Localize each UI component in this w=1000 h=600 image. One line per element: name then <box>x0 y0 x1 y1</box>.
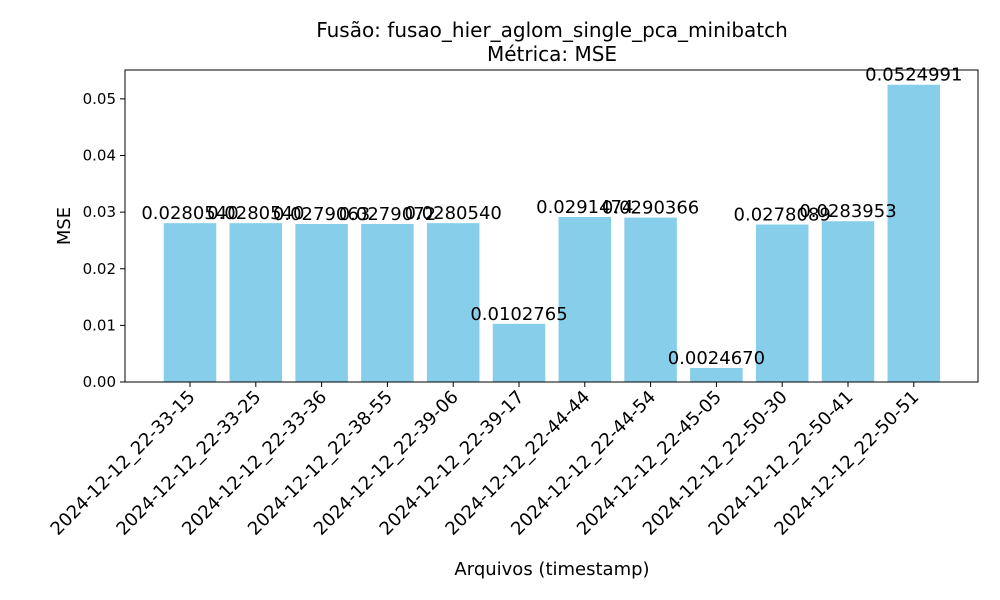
bar-data-label: 0.0278089 <box>734 205 831 226</box>
bars-group <box>163 84 941 382</box>
chart-title: Fusão: fusao_hier_aglom_single_pca_minib… <box>316 18 788 42</box>
bar-data-label: 0.0280540 <box>141 203 238 224</box>
bar-data-label: 0.0290366 <box>602 198 699 219</box>
bar <box>361 223 414 382</box>
bar <box>492 323 546 382</box>
x-axis: 2024-12-12_22-33-152024-12-12_22-33-2520… <box>47 382 923 540</box>
plot-frame <box>124 69 979 383</box>
bar-data-label: 0.0280540 <box>405 203 502 224</box>
y-tick-label: 0.03 <box>83 203 116 221</box>
bar-data-label: 0.0524991 <box>865 65 962 86</box>
y-tick-label: 0.04 <box>83 147 116 165</box>
y-tick-label: 0.00 <box>83 373 116 391</box>
bar-data-label: 0.0279063 <box>273 204 370 225</box>
y-tick-label: 0.05 <box>83 90 116 108</box>
bar <box>755 224 809 382</box>
bar-data-label: 0.0279072 <box>339 204 436 225</box>
bar-data-label: 0.0291474 <box>536 197 633 218</box>
y-tick-label: 0.01 <box>83 316 116 334</box>
bar-data-label: 0.0102765 <box>470 304 567 325</box>
bar <box>295 223 348 382</box>
bar <box>163 223 217 382</box>
bar <box>426 223 480 382</box>
bar <box>887 84 941 382</box>
bar-data-label: 0.0283953 <box>799 201 896 222</box>
bar-data-label: 0.0024670 <box>668 348 765 369</box>
x-axis-label: Arquivos (timestamp) <box>454 559 649 580</box>
y-tick-label: 0.02 <box>83 260 116 278</box>
bar-data-label: 0.0280540 <box>207 203 304 224</box>
chart-subtitle: Métrica: MSE <box>487 42 617 66</box>
bar <box>821 221 875 382</box>
bar <box>624 217 677 382</box>
bar <box>558 216 612 382</box>
data-labels-group: 0.02805400.02805400.02790630.02790720.02… <box>141 65 962 369</box>
bar <box>690 368 743 382</box>
bar <box>229 223 283 382</box>
y-axis: 0.00 0.01 0.02 0.03 0.04 0.05 <box>83 90 125 391</box>
y-axis-label: MSE <box>54 207 75 245</box>
